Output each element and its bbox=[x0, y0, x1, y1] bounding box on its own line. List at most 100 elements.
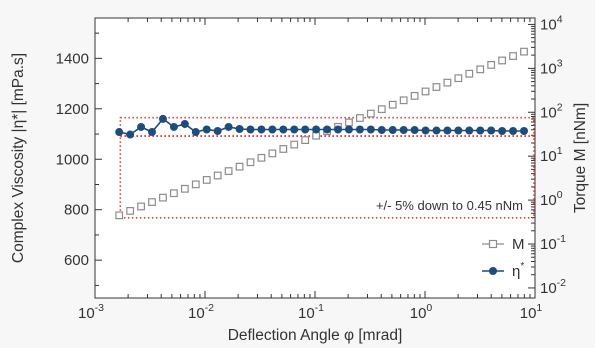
y-left-tick-label: 600 bbox=[64, 252, 89, 269]
torque-point bbox=[345, 118, 353, 127]
x-tick-label: 101 bbox=[520, 302, 543, 322]
viscosity-point bbox=[115, 128, 124, 137]
torque-point bbox=[388, 100, 397, 109]
x-tick-label: 100 bbox=[410, 302, 433, 322]
viscosity-point bbox=[158, 114, 167, 123]
viscosity-point bbox=[487, 126, 496, 135]
torque-point bbox=[137, 202, 145, 211]
viscosity-point bbox=[334, 125, 343, 134]
torque-point bbox=[159, 193, 167, 202]
torque-point bbox=[126, 207, 135, 215]
viscosity-point bbox=[148, 128, 157, 137]
viscosity-point bbox=[126, 130, 135, 139]
torque-point bbox=[421, 87, 430, 96]
right-y-axis-title: Torque M [nNm] bbox=[572, 103, 589, 213]
legend-eta-label: η* bbox=[512, 261, 524, 280]
tolerance-annotation-text: +/- 5% down to 0.45 nNm bbox=[376, 198, 523, 213]
torque-point bbox=[301, 136, 310, 145]
torque-point bbox=[191, 180, 200, 189]
torque-point bbox=[465, 69, 474, 78]
y-right-tick-label: 100 bbox=[540, 189, 563, 209]
torque-point bbox=[399, 96, 408, 105]
viscosity-point bbox=[191, 128, 200, 137]
left-y-axis: 600 800 1000 1200 1400 bbox=[56, 32, 102, 286]
torque-point bbox=[115, 211, 124, 220]
legend-eta-marker bbox=[489, 267, 497, 275]
series-torque-m bbox=[115, 47, 528, 220]
legend: Mη* bbox=[482, 236, 525, 280]
viscosity-point bbox=[432, 126, 441, 135]
viscosity-point bbox=[169, 122, 178, 131]
viscosity-point bbox=[443, 126, 452, 135]
viscosity-point bbox=[137, 122, 146, 131]
torque-point bbox=[246, 158, 255, 167]
viscosity-point bbox=[520, 127, 528, 136]
viscosity-point bbox=[301, 125, 310, 134]
viscosity-point bbox=[180, 119, 189, 128]
torque-point bbox=[213, 171, 222, 180]
viscosity-point bbox=[377, 126, 386, 134]
y-right-tick-label: 102 bbox=[540, 101, 563, 121]
viscosity-point bbox=[268, 125, 277, 134]
torque-point bbox=[268, 149, 277, 158]
y-right-tick-label: 104 bbox=[540, 13, 563, 33]
viscosity-point bbox=[509, 127, 518, 136]
legend-m-label: M bbox=[512, 236, 525, 253]
viscosity-point bbox=[290, 125, 299, 134]
torque-point bbox=[432, 83, 441, 91]
x-tick-label: 10-3 bbox=[78, 302, 104, 322]
viscosity-point bbox=[410, 126, 419, 134]
viscosity-point bbox=[202, 125, 211, 134]
viscosity-point bbox=[213, 127, 222, 136]
y-left-tick-label: 1400 bbox=[56, 50, 89, 67]
left-y-axis-title: Complex Viscosity |η*| [mPa.s] bbox=[10, 53, 27, 263]
torque-point bbox=[443, 78, 452, 87]
x-axis: 10-3 10-2 10-1 100 101 bbox=[78, 18, 542, 322]
torque-point bbox=[224, 167, 233, 175]
torque-point bbox=[366, 109, 375, 118]
viscosity-point bbox=[323, 125, 332, 134]
torque-point bbox=[257, 153, 266, 162]
series-viscosity-eta bbox=[115, 114, 528, 139]
right-y-axis: 10-2 10-1 100 101 102 103 104 bbox=[528, 13, 566, 297]
viscosity-point bbox=[344, 125, 353, 134]
torque-point bbox=[279, 145, 288, 153]
viscosity-point bbox=[421, 126, 430, 135]
x-tick-label: 10-2 bbox=[188, 302, 214, 322]
viscosity-point bbox=[312, 125, 321, 134]
viscosity-point bbox=[465, 126, 474, 135]
y-right-tick-label: 101 bbox=[540, 145, 563, 165]
viscosity-point bbox=[454, 126, 463, 135]
viscosity-point bbox=[476, 126, 485, 135]
torque-point bbox=[170, 189, 178, 198]
y-right-tick-label: 10-2 bbox=[540, 277, 566, 297]
viscosity-point bbox=[388, 126, 397, 134]
viscosity-point bbox=[498, 127, 507, 136]
plot-area bbox=[94, 17, 536, 299]
torque-point bbox=[509, 52, 517, 60]
torque-point bbox=[148, 198, 156, 206]
y-right-tick-label: 10-1 bbox=[540, 233, 566, 253]
torque-point bbox=[202, 176, 211, 184]
torque-point bbox=[410, 91, 419, 100]
tolerance-annotation: +/- 5% down to 0.45 nNm bbox=[119, 116, 535, 219]
y-left-tick-label: 1200 bbox=[56, 101, 89, 118]
torque-point bbox=[290, 140, 299, 149]
torque-point bbox=[180, 184, 189, 193]
viscosity-point bbox=[279, 125, 288, 134]
torque-point bbox=[498, 56, 507, 65]
torque-point bbox=[520, 47, 528, 56]
y-left-tick-label: 800 bbox=[64, 202, 89, 219]
torque-point bbox=[454, 74, 463, 83]
torque-point bbox=[476, 65, 485, 74]
torque-point bbox=[235, 162, 244, 171]
viscosity-point bbox=[246, 125, 255, 134]
x-tick-label: 10-1 bbox=[298, 302, 324, 322]
viscosity-point bbox=[399, 126, 408, 134]
torque-point bbox=[487, 61, 496, 69]
viscosity-point bbox=[235, 124, 244, 133]
viscosity-point bbox=[224, 122, 233, 131]
viscosity-point bbox=[355, 125, 364, 134]
y-left-tick-label: 1000 bbox=[56, 151, 89, 168]
